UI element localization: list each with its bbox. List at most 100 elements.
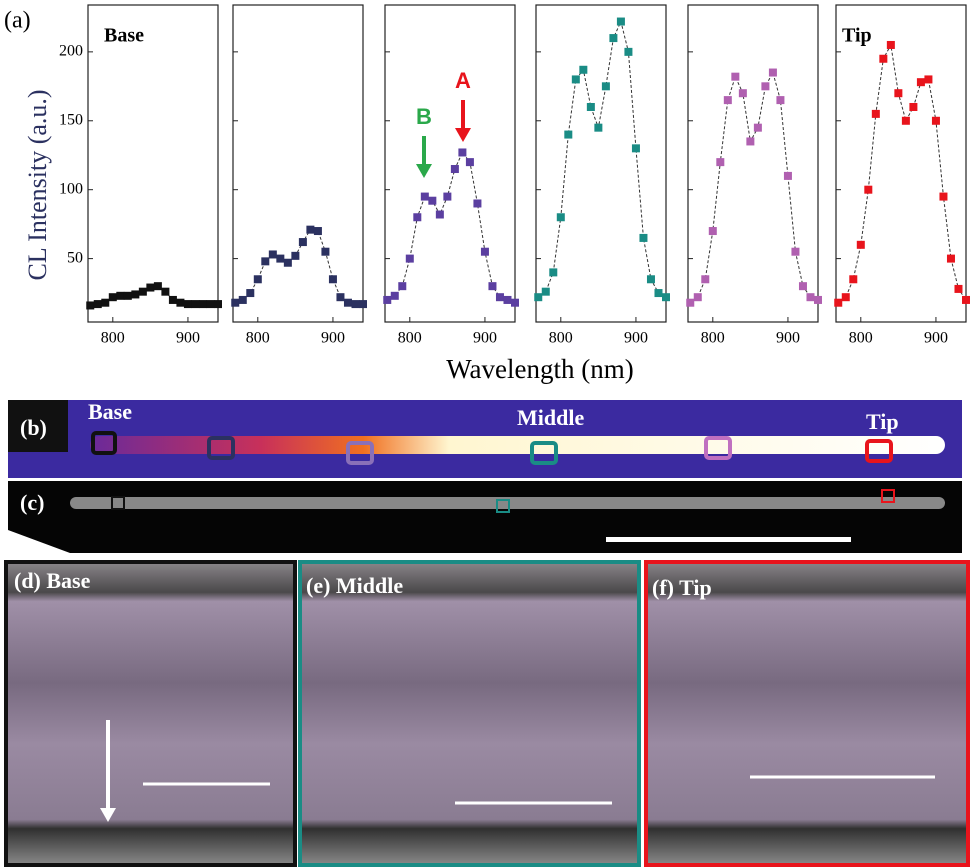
data-point <box>276 254 285 263</box>
data-point <box>916 78 925 87</box>
region-label: Tip <box>866 409 899 434</box>
data-point <box>435 210 444 219</box>
data-point <box>191 300 200 309</box>
data-point <box>738 89 747 98</box>
data-point <box>343 298 352 307</box>
data-point <box>579 65 588 74</box>
x-axis-label: Wavelength (nm) <box>446 354 634 384</box>
corner <box>8 530 70 553</box>
data-point <box>168 295 177 304</box>
plot-frame <box>535 4 667 323</box>
data-point <box>131 290 140 299</box>
data-point <box>753 123 762 132</box>
data-point <box>390 291 399 300</box>
data-point <box>488 282 497 291</box>
data-point <box>962 295 970 304</box>
data-point <box>609 34 618 43</box>
roi-boxes <box>91 431 893 465</box>
data-point <box>480 247 489 256</box>
data-point <box>864 185 873 194</box>
data-point <box>746 137 755 146</box>
x-tick-label: 900 <box>176 330 200 347</box>
plot-frame <box>835 4 967 323</box>
data-point <box>101 298 110 307</box>
peak-arrow-head <box>455 128 471 142</box>
data-point <box>814 295 822 304</box>
data-point <box>886 40 895 49</box>
data-point <box>624 47 633 56</box>
roi-box <box>881 489 895 503</box>
data-point <box>716 158 725 167</box>
roi-box <box>496 499 510 513</box>
data-point <box>465 158 474 167</box>
x-tick-label: 900 <box>321 330 345 347</box>
x-tick-label: 800 <box>101 330 125 347</box>
data-point <box>146 283 155 292</box>
data-point <box>701 275 710 284</box>
data-point <box>261 257 270 266</box>
data-point <box>776 96 785 105</box>
data-point <box>428 196 437 205</box>
data-point <box>306 225 315 234</box>
data-point <box>693 293 702 302</box>
data-point <box>939 192 948 201</box>
tem-image <box>298 560 641 867</box>
x-tick-label: 900 <box>776 330 800 347</box>
data-point <box>924 75 933 84</box>
data-point <box>894 89 903 98</box>
data-point <box>511 298 519 307</box>
data-point <box>541 287 550 296</box>
x-tick-label: 900 <box>624 330 648 347</box>
data-point <box>268 250 277 259</box>
data-point <box>298 238 307 247</box>
nanowire <box>70 497 945 509</box>
data-point <box>901 116 910 125</box>
data-point <box>731 72 740 81</box>
data-point <box>954 284 963 293</box>
data-point <box>856 240 865 249</box>
data-point <box>909 102 918 111</box>
data-point <box>86 301 95 310</box>
data-line <box>387 151 516 304</box>
data-point <box>198 300 207 309</box>
x-tick-label: 900 <box>473 330 497 347</box>
data-line <box>537 20 667 298</box>
data-point <box>336 293 345 302</box>
data-point <box>768 68 777 77</box>
data-point <box>328 275 337 284</box>
x-tick-label: 800 <box>849 330 873 347</box>
data-point <box>176 298 185 307</box>
data-point <box>761 82 770 91</box>
data-point <box>662 293 670 302</box>
data-point <box>231 298 240 307</box>
data-point <box>108 293 117 302</box>
data-point <box>283 258 292 267</box>
data-point <box>161 287 170 296</box>
data-point <box>556 213 565 222</box>
peak-label: B <box>416 104 432 129</box>
scale-bar <box>606 537 851 542</box>
tem-image <box>644 560 970 867</box>
data-line <box>837 43 967 304</box>
y-tick-label: 150 <box>59 111 83 128</box>
data-point <box>116 291 125 300</box>
data-point <box>398 282 407 291</box>
data-point <box>253 275 262 284</box>
y-axis-label: CL Intensity (a.u.) <box>23 89 52 280</box>
data-point <box>798 282 807 291</box>
data-point <box>849 275 858 284</box>
data-point <box>654 289 663 298</box>
x-tick-label: 800 <box>398 330 422 347</box>
data-point <box>806 293 815 302</box>
data-point <box>564 130 573 139</box>
panel-label: (e) Middle <box>306 573 403 598</box>
data-point <box>871 109 880 118</box>
data-point <box>321 247 330 256</box>
x-tick-label: 900 <box>924 330 948 347</box>
data-point <box>931 116 940 125</box>
chart-annotation: Base <box>104 25 144 47</box>
x-tick-label: 800 <box>701 330 725 347</box>
plot-frame <box>384 4 516 323</box>
data-point <box>686 298 695 307</box>
